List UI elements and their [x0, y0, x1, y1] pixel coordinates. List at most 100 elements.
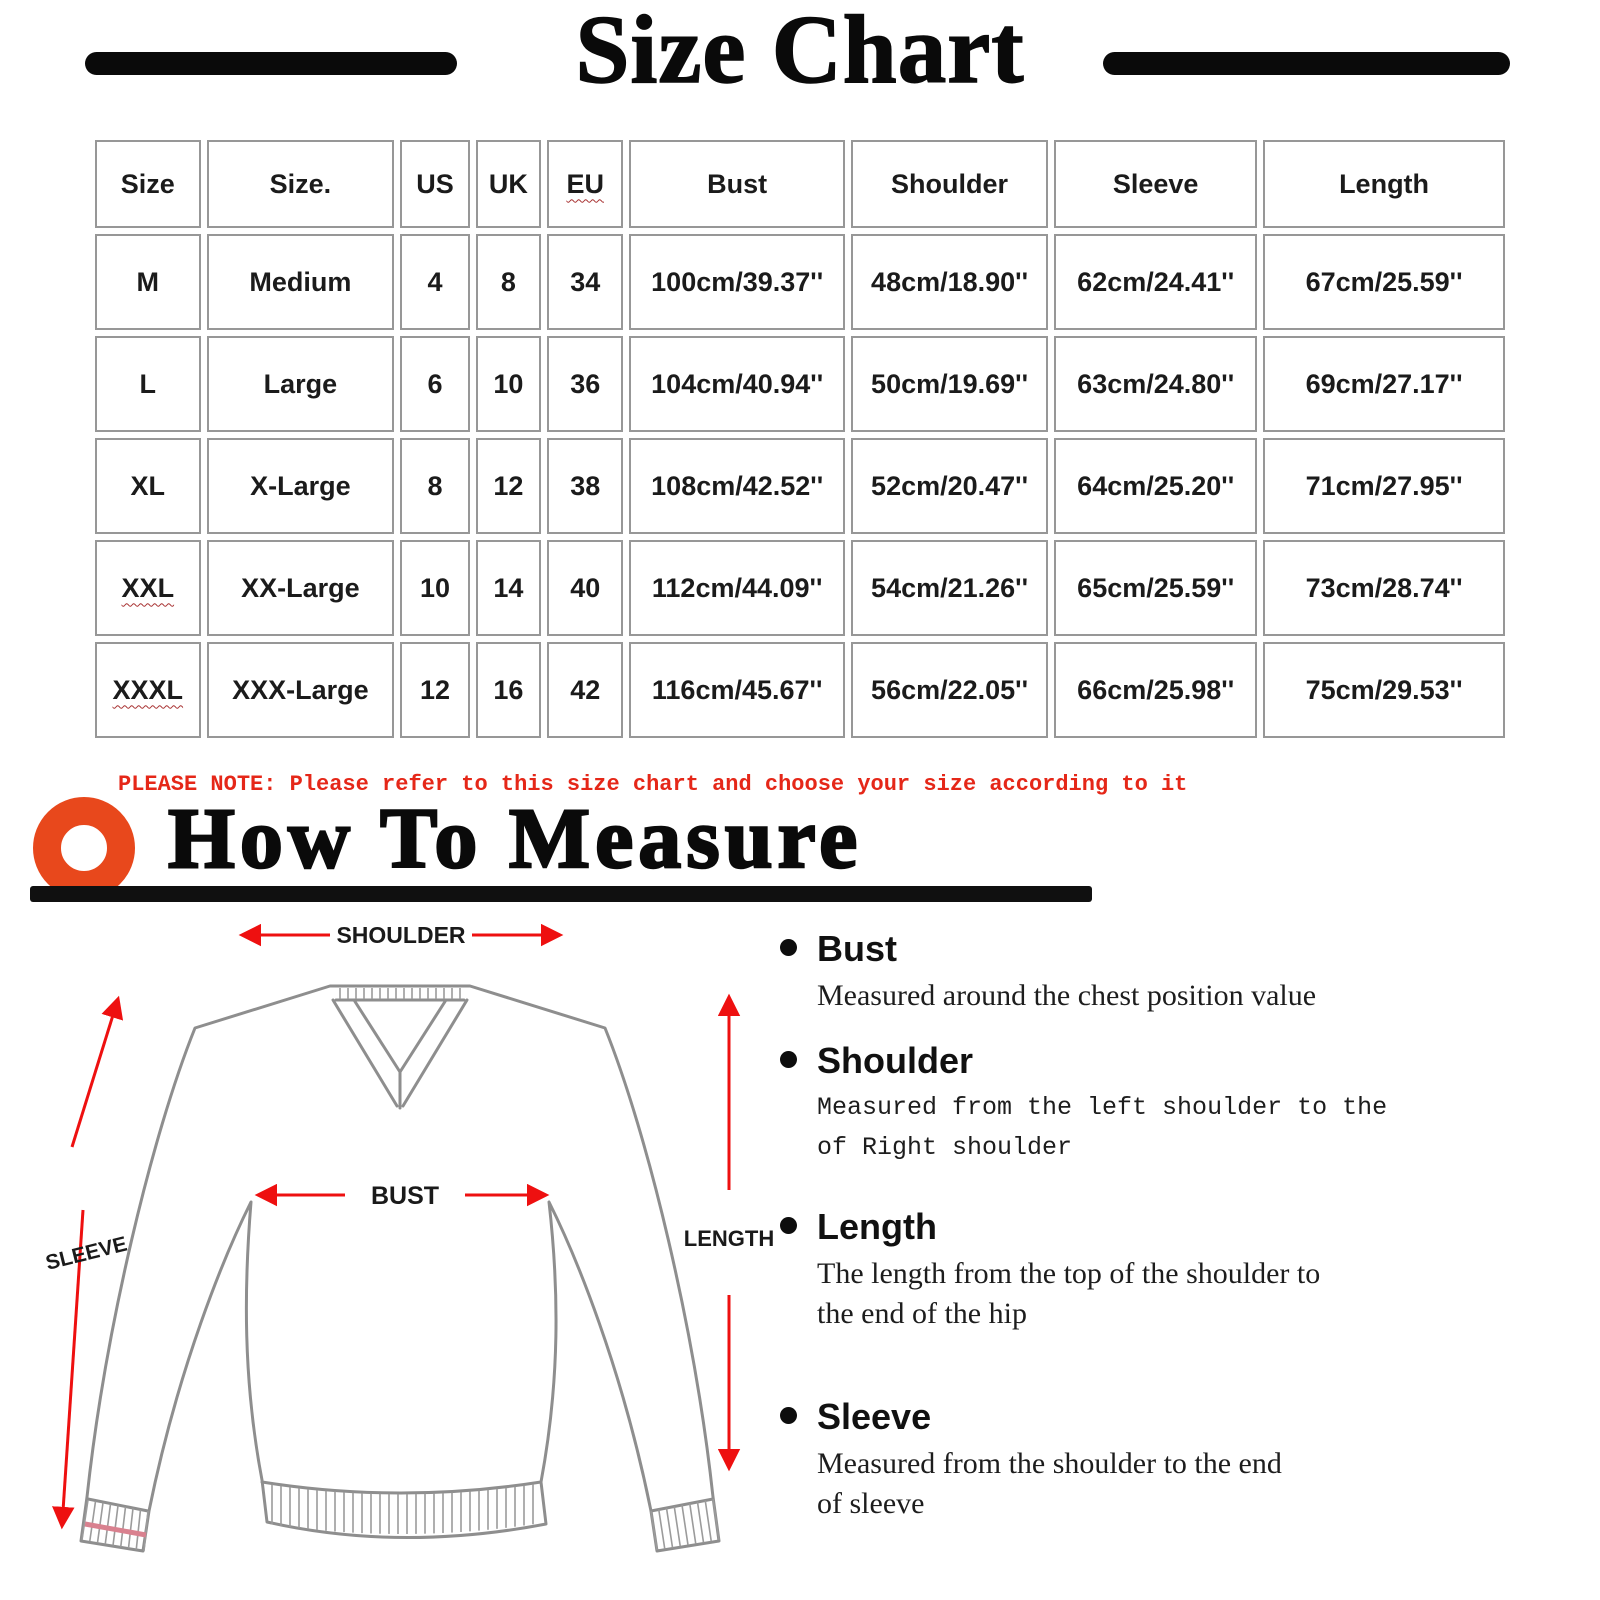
table-cell: 48cm/18.90'': [850, 234, 1049, 330]
table-cell: 38: [547, 438, 624, 534]
cuff-stripe: [84, 1521, 147, 1538]
measure-item: Bust Measured around the chest position v…: [780, 928, 1460, 1016]
size-table-body: M Medium 4 8 34 100cm/39.37'' 48cm/18.90'' 62cm…: [95, 234, 1505, 738]
table-cell: 75cm/29.53'': [1263, 642, 1505, 738]
table-cell: 6: [400, 336, 470, 432]
table-cell: 66cm/25.98'': [1054, 642, 1258, 738]
sleeve-arrow-down: [52, 1209, 85, 1530]
table-cell: 8: [475, 234, 541, 330]
table-cell: 56cm/22.05'': [850, 642, 1049, 738]
heading-underline: [30, 886, 1092, 902]
table-row: XXXL XXX-Large 12 16 42 116cm/45.67'' 56cm/22.…: [95, 642, 1505, 738]
table-cell: 62cm/24.41'': [1054, 234, 1258, 330]
hem-hatch: [271, 1484, 534, 1534]
table-cell: 8: [400, 438, 470, 534]
target-ring-icon: [33, 797, 135, 899]
table-cell: 108cm/42.52'': [629, 438, 845, 534]
table-cell: L: [95, 336, 201, 432]
measure-item-desc: Measured from the left shoulder to the o…: [817, 1093, 1388, 1162]
table-row: L Large 6 10 36 104cm/40.94'' 50cm/19.69'' 63cm…: [95, 336, 1505, 432]
table-cell: 16: [475, 642, 541, 738]
measure-item-desc: The length from the top of the shoulder …: [817, 1257, 1321, 1330]
bust-label: BUST: [371, 1182, 439, 1210]
measure-item-title: Length: [817, 1206, 937, 1247]
table-cell: 10: [400, 540, 470, 636]
left-cuff-hatch: [81, 1499, 149, 1552]
measure-item-desc: Measured from the shoulder to the end of…: [817, 1447, 1282, 1520]
table-cell: 65cm/25.59'': [1054, 540, 1258, 636]
measure-item: Length The length from the top of the sho…: [780, 1206, 1460, 1333]
measure-item-desc: Measured around the chest position value: [817, 979, 1317, 1012]
table-cell: XXX-Large: [206, 642, 395, 738]
table-cell: 52cm/20.47'': [850, 438, 1049, 534]
table-cell: 36: [547, 336, 624, 432]
measure-item-title: Shoulder: [817, 1040, 974, 1081]
header-cell: Bust: [629, 140, 845, 228]
table-cell: 100cm/39.37'': [629, 234, 845, 330]
measure-item: Shoulder Measured from the left shoulder …: [780, 1040, 1460, 1168]
table-cell: Medium: [206, 234, 395, 330]
sleeve-label: SLEEVE: [43, 1233, 129, 1275]
measure-item: Sleeve Measured from the shoulder to the …: [780, 1396, 1460, 1523]
table-cell: 67cm/25.59'': [1263, 234, 1505, 330]
table-cell: 14: [475, 540, 541, 636]
table-cell: 12: [475, 438, 541, 534]
sleeve-arrow-up: [70, 995, 124, 1148]
table-cell: 71cm/27.95'': [1263, 438, 1505, 534]
table-row: XXL XX-Large 10 14 40 112cm/44.09'' 54cm/21.26…: [95, 540, 1505, 636]
header-cell: UK: [475, 140, 541, 228]
left-cuff: [81, 1497, 150, 1552]
table-cell: 50cm/19.69'': [850, 336, 1049, 432]
page-title: Size Chart: [575, 0, 1025, 104]
header-cell: Sleeve: [1054, 140, 1258, 228]
table-cell: XL: [95, 438, 201, 534]
table-cell: 42: [547, 642, 624, 738]
right-cuff: [649, 1497, 720, 1551]
header-cell: US: [400, 140, 470, 228]
title-bar-right: [1103, 52, 1510, 75]
bullet-icon: [780, 1051, 797, 1068]
table-cell: 64cm/25.20'': [1054, 438, 1258, 534]
hem-band: [260, 1480, 543, 1534]
size-note: PLEASE NOTE: Please refer to this size c…: [118, 772, 1188, 797]
header-row: Size Size. US UK EU Bust Shoulder Sleeve Length: [95, 140, 1505, 228]
bullet-icon: [780, 1217, 797, 1234]
table-cell: 54cm/21.26'': [850, 540, 1049, 636]
table-cell: 40: [547, 540, 624, 636]
how-to-measure-heading: How To Measure: [167, 789, 863, 888]
table-cell: XXL: [95, 540, 201, 636]
header-cell: Length: [1263, 140, 1505, 228]
table-cell: 34: [547, 234, 624, 330]
header-cell: Shoulder: [850, 140, 1049, 228]
header-cell: EU: [547, 140, 624, 228]
header-cell: Size: [95, 140, 201, 228]
table-cell: 73cm/28.74'': [1263, 540, 1505, 636]
table-cell: 112cm/44.09'': [629, 540, 845, 636]
table-cell: Large: [206, 336, 395, 432]
shoulder-label: SHOULDER: [336, 922, 465, 948]
table-cell: 63cm/24.80'': [1054, 336, 1258, 432]
table-cell: X-Large: [206, 438, 395, 534]
table-cell: XX-Large: [206, 540, 395, 636]
sweater-diagram: SHOULDER BUST SLEEVE LENGTH: [43, 922, 774, 1553]
bullet-icon: [780, 1407, 797, 1424]
right-cuff-hatch: [650, 1498, 720, 1551]
length-label: LENGTH: [684, 1226, 774, 1251]
table-cell: 10: [475, 336, 541, 432]
table-cell: 116cm/45.67'': [629, 642, 845, 738]
table-cell: 104cm/40.94'': [629, 336, 845, 432]
measure-item-title: Bust: [817, 928, 897, 969]
table-cell: 4: [400, 234, 470, 330]
title-bar-left: [85, 52, 457, 75]
collar: [331, 988, 469, 1110]
table-cell: 12: [400, 642, 470, 738]
measure-item-title: Sleeve: [817, 1396, 932, 1437]
table-cell: M: [95, 234, 201, 330]
table-cell: XXXL: [95, 642, 201, 738]
size-table-head: Size Size. US UK EU Bust Shoulder Sleeve Length: [95, 140, 1505, 228]
collar-hatch: [339, 988, 461, 999]
bullet-icon: [780, 939, 797, 956]
table-cell: 69cm/27.17'': [1263, 336, 1505, 432]
table-row: XL X-Large 8 12 38 108cm/42.52'' 52cm/20.47'' 6…: [95, 438, 1505, 534]
